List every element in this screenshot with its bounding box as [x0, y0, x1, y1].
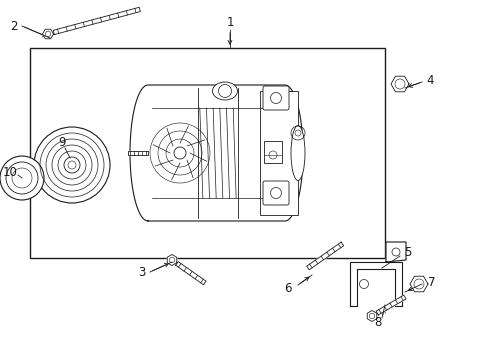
Polygon shape: [167, 255, 177, 266]
Circle shape: [64, 157, 80, 173]
Polygon shape: [128, 151, 148, 155]
Text: 10: 10: [2, 166, 18, 179]
Text: 8: 8: [374, 315, 382, 328]
Text: 7: 7: [428, 275, 436, 288]
Text: 2: 2: [10, 19, 18, 32]
Polygon shape: [376, 295, 406, 315]
Polygon shape: [53, 7, 140, 35]
Bar: [264, 141, 282, 163]
FancyBboxPatch shape: [263, 86, 289, 110]
Text: 3: 3: [138, 266, 146, 279]
Polygon shape: [307, 242, 343, 270]
Text: 1: 1: [226, 15, 234, 28]
Circle shape: [0, 156, 44, 200]
Circle shape: [174, 147, 186, 159]
Polygon shape: [386, 242, 406, 262]
Bar: [260, 91, 298, 215]
Polygon shape: [350, 262, 402, 306]
Circle shape: [34, 127, 110, 203]
Polygon shape: [410, 276, 428, 292]
Text: 5: 5: [404, 246, 412, 258]
Polygon shape: [367, 310, 377, 321]
Text: 9: 9: [58, 135, 66, 148]
Ellipse shape: [291, 126, 305, 180]
Polygon shape: [175, 262, 206, 285]
Polygon shape: [43, 29, 53, 39]
Ellipse shape: [213, 82, 238, 100]
Polygon shape: [391, 76, 409, 92]
Polygon shape: [130, 85, 303, 221]
Text: 4: 4: [426, 73, 434, 86]
Bar: [30, 48, 385, 258]
FancyBboxPatch shape: [263, 181, 289, 205]
Text: 6: 6: [284, 282, 292, 294]
